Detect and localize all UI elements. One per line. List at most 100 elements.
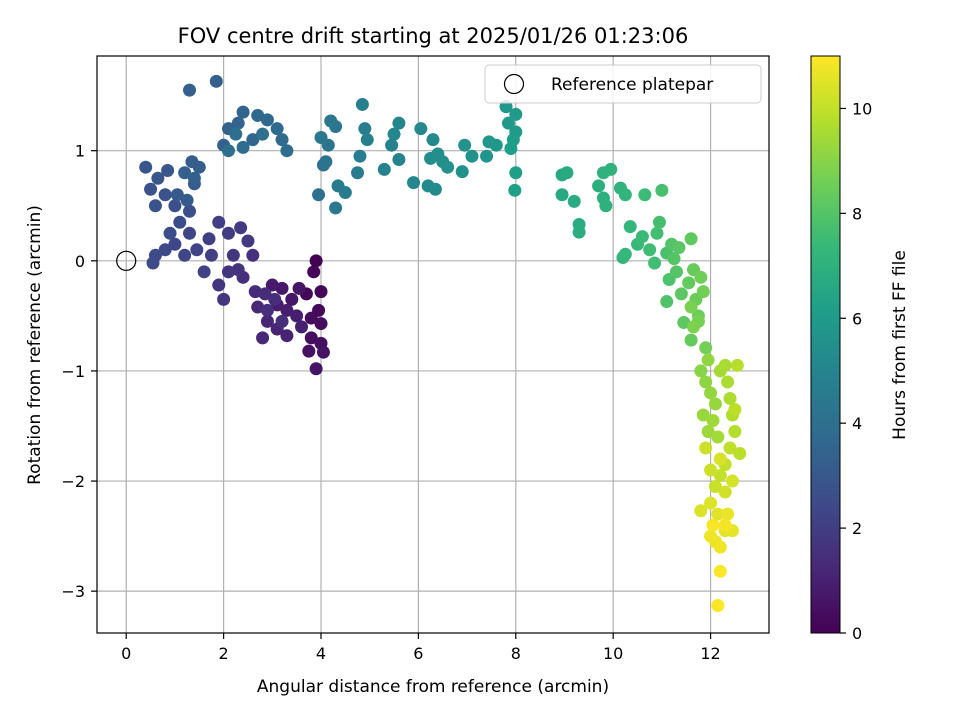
data-point [221,144,235,158]
y-tick-label: −2 [61,472,85,491]
x-tick-label: 2 [219,644,229,663]
data-point [623,220,637,234]
data-point [270,122,284,136]
y-tick-label: −1 [61,362,85,381]
data-point [292,281,306,295]
data-point [168,199,182,213]
data-point [718,358,732,372]
data-point [728,424,742,438]
data-point [426,133,440,147]
data-point [428,182,442,196]
data-point [183,204,197,218]
data-point [221,226,235,240]
data-point [706,413,720,427]
data-point [567,194,581,208]
data-point [319,155,333,169]
data-point [180,193,194,207]
data-point [246,248,260,262]
y-tick-label: 0 [75,252,85,271]
data-point [285,292,299,306]
y-tick-label: −3 [61,582,85,601]
data-point [280,144,294,158]
x-tick-label: 8 [511,644,521,663]
data-point [217,292,231,306]
data-point [229,127,243,141]
data-point [260,314,274,328]
data-point [660,295,674,309]
data-point [385,138,399,152]
data-point [209,74,223,88]
data-point [236,140,250,154]
colorbar-tick-label: 8 [852,204,862,223]
data-point [718,485,732,499]
data-point [265,278,279,292]
data-point [151,171,165,185]
data-point [324,114,338,128]
data-point [684,333,698,347]
data-point [275,133,289,147]
data-point [392,153,406,167]
data-point [290,309,304,323]
data-point [713,452,727,466]
data-point [170,188,184,202]
data-point [280,329,294,343]
data-point [212,215,226,229]
y-tick-label: 1 [75,142,85,161]
data-point [725,474,739,488]
data-point [696,408,710,422]
data-point [183,83,197,97]
data-point [246,133,260,147]
plot-frame [96,55,770,634]
data-point [723,441,737,455]
data-point [618,247,632,261]
data-point [648,256,662,270]
data-point [643,243,657,257]
data-point [465,149,479,163]
x-tick-label: 10 [603,644,623,663]
x-tick-label: 0 [121,644,131,663]
data-point [699,441,713,455]
data-point [723,391,737,405]
data-point [304,331,318,345]
data-point [721,507,735,521]
data-point [708,480,722,494]
data-point [377,162,391,176]
data-point [302,344,316,358]
data-point [441,160,455,174]
data-point [295,320,309,334]
data-point [221,265,235,279]
data-point [509,107,523,121]
data-point [148,199,162,213]
data-point [704,529,718,543]
data-point [592,179,606,193]
data-point [158,188,172,202]
data-point [560,166,574,180]
data-point [555,188,569,202]
data-point [248,285,262,299]
data-point [572,225,586,239]
data-point [314,130,328,144]
data-point [618,188,632,202]
data-point [508,183,522,197]
colorbar-tick-label: 10 [852,99,872,118]
data-point [674,287,688,301]
data-point [655,183,669,197]
legend-box [484,64,762,104]
data-point [329,201,343,215]
y-axis-ticks: −3 −2 −1 0 1 [61,142,97,601]
data-point [392,116,406,130]
data-point [355,97,369,111]
data-point [667,252,681,266]
data-point [260,113,274,127]
colorbar-tick-label: 4 [852,414,862,433]
data-point [251,108,265,122]
reference-marker-group [116,250,137,271]
x-tick-label: 6 [413,644,423,663]
data-point [684,232,698,246]
data-point [701,424,715,438]
data-point [711,507,725,521]
data-point [241,234,255,248]
data-point [178,248,192,262]
data-point [638,188,652,202]
